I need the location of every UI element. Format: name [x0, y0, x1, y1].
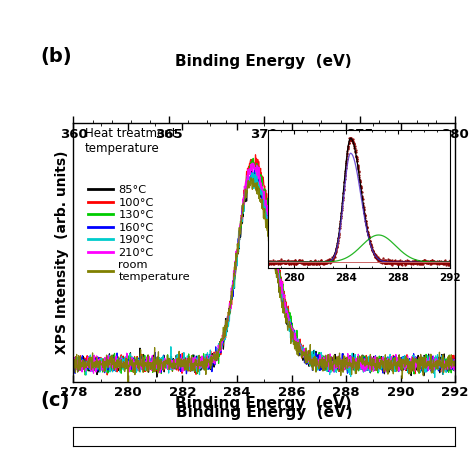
Text: Heat treatment
temperature: Heat treatment temperature — [85, 127, 176, 155]
X-axis label: Binding Energy  (eV): Binding Energy (eV) — [176, 405, 353, 420]
Text: (c): (c) — [40, 391, 70, 410]
Y-axis label: XPS Intensity  (arb. units): XPS Intensity (arb. units) — [55, 151, 69, 354]
Text: Binding Energy  (eV): Binding Energy (eV) — [175, 396, 351, 411]
Text: (b): (b) — [40, 47, 72, 66]
Text: Binding Energy  (eV): Binding Energy (eV) — [175, 54, 351, 69]
Legend: 85°C, 100°C, 130°C, 160°C, 190°C, 210°C, room
temperature: 85°C, 100°C, 130°C, 160°C, 190°C, 210°C,… — [83, 181, 194, 286]
